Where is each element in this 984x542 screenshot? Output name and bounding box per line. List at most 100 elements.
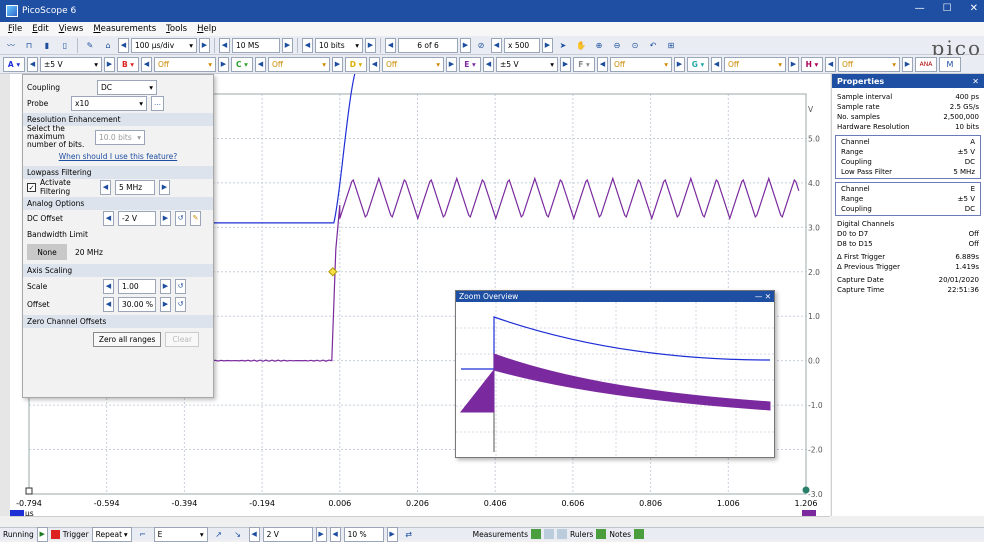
properties-close-icon[interactable]: ✕ — [972, 76, 979, 86]
home-icon[interactable]: ⌂ — [105, 40, 111, 50]
probe-select[interactable]: x10 ▾ — [71, 95, 147, 111]
spectrum-mode-icon[interactable]: ▮ — [44, 40, 50, 50]
offset-reset-icon[interactable]: ↺ — [175, 296, 186, 312]
rulers-button[interactable] — [596, 529, 607, 539]
timebase-next[interactable]: ▶ — [199, 37, 210, 53]
zero-all-button[interactable]: Zero all ranges — [92, 331, 162, 347]
persistence-mode-icon[interactable]: ⊓ — [25, 40, 33, 50]
dc-offset-reset-icon[interactable]: ↺ — [175, 210, 186, 226]
scale-next[interactable]: ▶ — [160, 278, 171, 294]
channel-c-button[interactable]: C ▾ — [231, 56, 253, 72]
zoom-prev[interactable]: ◀ — [491, 37, 502, 53]
zoom-field[interactable]: x 500 — [504, 37, 540, 53]
zoom-overview-graph[interactable] — [456, 302, 774, 457]
probe-more-button[interactable]: … — [151, 95, 164, 111]
channel-d-button[interactable]: D ▾ — [345, 56, 367, 72]
channel-f-button[interactable]: F ▾ — [573, 56, 595, 72]
scale-field[interactable]: 1.00 — [118, 278, 156, 294]
level-prev[interactable]: ◀ — [248, 526, 260, 542]
maximize-icon[interactable]: ☐ — [942, 3, 952, 14]
close-icon[interactable]: ✕ — [969, 3, 978, 14]
rising-edge-icon[interactable]: ↗ — [215, 529, 222, 539]
channel-a-range-next[interactable]: ▶ — [104, 56, 115, 72]
falling-edge-icon[interactable]: ↘ — [234, 529, 241, 539]
lowpass-field[interactable]: 5 MHz — [115, 179, 155, 195]
channel-a-range-prev[interactable]: ◀ — [27, 56, 38, 72]
offset-next[interactable]: ▶ — [160, 296, 171, 312]
pretrig-next[interactable]: ▶ — [386, 526, 398, 542]
zoom-overview-window[interactable]: Zoom Overview — ✕ — [455, 290, 775, 458]
channel-h-range-next[interactable]: ▶ — [902, 56, 913, 72]
level-next[interactable]: ▶ — [315, 526, 327, 542]
serial-mode-icon[interactable]: ▯ — [62, 40, 68, 50]
bits-next[interactable]: ▶ — [365, 37, 376, 53]
zoom-in-icon[interactable]: ⊕ — [595, 40, 603, 50]
channel-g-range-next[interactable]: ▶ — [788, 56, 799, 72]
channel-g-button[interactable]: G ▾ — [687, 56, 709, 72]
pointer-icon[interactable]: ➤ — [559, 40, 567, 50]
run-button[interactable]: ▶ — [36, 526, 48, 542]
menu-edit[interactable]: Edit — [32, 24, 49, 34]
stop-button[interactable] — [50, 529, 60, 539]
channel-b-button[interactable]: B ▾ — [117, 56, 139, 72]
channel-d-range-next[interactable]: ▶ — [446, 56, 457, 72]
menu-help[interactable]: Help — [197, 24, 217, 34]
zoom-out-icon[interactable]: ⊖ — [613, 40, 621, 50]
menu-views[interactable]: Views — [58, 24, 84, 34]
channel-a-range-select[interactable]: ±5 V ▾ — [40, 56, 102, 72]
res-help-link[interactable]: When should I use this feature? — [58, 151, 178, 161]
zoom-overview-controls-icon[interactable]: — ✕ — [754, 292, 771, 301]
channel-b-range-select[interactable]: Off ▾ — [154, 56, 216, 72]
trigger-level-field[interactable]: 2 V — [262, 526, 313, 542]
samples-field[interactable]: 10 MS — [232, 37, 280, 53]
pretrig-prev[interactable]: ◀ — [329, 526, 341, 542]
channel-f-range-prev[interactable]: ◀ — [597, 56, 608, 72]
channel-g-range-select[interactable]: Off ▾ — [724, 56, 786, 72]
hand-icon[interactable]: ✋ — [576, 40, 586, 50]
horizontal-scrollbar[interactable] — [10, 516, 830, 527]
lowpass-prev[interactable]: ◀ — [100, 179, 111, 195]
undo-zoom-icon[interactable]: ↶ — [649, 40, 657, 50]
dc-offset-prev[interactable]: ◀ — [103, 210, 114, 226]
trigger-edge-icon[interactable]: ⌐ — [139, 529, 146, 539]
channel-e-range-prev[interactable]: ◀ — [483, 56, 494, 72]
lowpass-checkbox[interactable]: ✓ — [27, 182, 36, 192]
channel-b-range-next[interactable]: ▶ — [218, 56, 229, 72]
coupling-select[interactable]: DC ▾ — [97, 79, 157, 95]
offset-prev[interactable]: ◀ — [103, 296, 114, 312]
minimize-icon[interactable]: — — [914, 3, 925, 14]
vertical-scrollbar[interactable] — [0, 74, 10, 516]
probe-icon[interactable]: ✎ — [86, 40, 94, 50]
channel-e-button[interactable]: E ▾ — [459, 56, 481, 72]
bits-prev[interactable]: ◀ — [302, 37, 313, 53]
timebase-prev[interactable]: ◀ — [118, 37, 129, 53]
dc-offset-next[interactable]: ▶ — [160, 210, 171, 226]
add-measurement-button[interactable] — [531, 529, 542, 539]
channel-e-range-next[interactable]: ▶ — [560, 56, 571, 72]
trigger-mode-select[interactable]: Repeat ▾ — [91, 526, 132, 542]
zoom-fit-icon[interactable]: ⊙ — [631, 40, 639, 50]
channel-g-range-prev[interactable]: ◀ — [711, 56, 722, 72]
channel-h-button[interactable]: H ▾ — [801, 56, 823, 72]
reference-waveforms-icon[interactable]: M — [939, 56, 961, 72]
channel-b-range-prev[interactable]: ◀ — [141, 56, 152, 72]
channel-h-range-prev[interactable]: ◀ — [825, 56, 836, 72]
buffer-field[interactable]: 6 of 6 — [398, 37, 458, 53]
buffer-next[interactable]: ▶ — [460, 37, 471, 53]
notes-button[interactable] — [634, 529, 645, 539]
dc-offset-auto-icon[interactable]: ✎ — [190, 210, 201, 226]
channel-c-range-select[interactable]: Off ▾ — [268, 56, 330, 72]
edit-measurement-button[interactable] — [544, 529, 555, 539]
trigger-advanced-icon[interactable]: ⇄ — [405, 529, 412, 539]
zoom-overview-icon[interactable]: ⊞ — [667, 40, 675, 50]
channel-c-range-prev[interactable]: ◀ — [255, 56, 266, 72]
menu-tools[interactable]: Tools — [166, 24, 188, 34]
buffer-navigator-icon[interactable]: ⊘ — [477, 40, 485, 50]
bw-20mhz-button[interactable]: 20 MHz — [75, 247, 103, 257]
channel-c-range-next[interactable]: ▶ — [332, 56, 343, 72]
pretrigger-field[interactable]: 10 % — [343, 526, 384, 542]
buffer-first[interactable]: ◀ — [385, 37, 396, 53]
trigger-source-select[interactable]: E ▾ — [153, 526, 208, 542]
dc-offset-field[interactable]: -2 V — [118, 210, 156, 226]
offset-field[interactable]: 30.00 % — [118, 296, 156, 312]
